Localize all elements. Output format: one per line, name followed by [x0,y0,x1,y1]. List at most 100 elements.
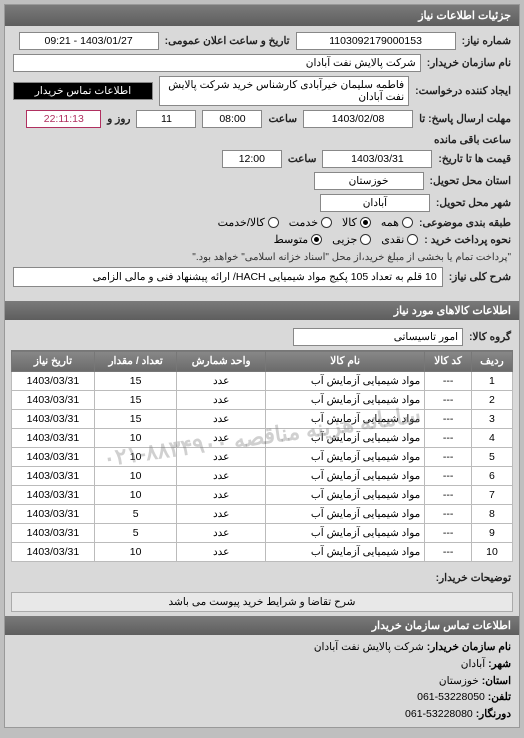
pay-medium[interactable]: متوسط [274,233,323,246]
cell-unit: عدد [177,524,266,543]
cell-qty: 5 [94,524,176,543]
contact-org-label: نام سازمان خریدار: [427,641,511,653]
table-row: 9---مواد شیمیایی آزمایش آبعدد51403/03/31 [12,524,513,543]
group-label: گروه کالا: [469,331,511,343]
cat-all[interactable]: همه [381,216,413,229]
cell-qty: 10 [94,448,176,467]
table-row: 10---مواد شیمیایی آزمایش آبعدد101403/03/… [12,543,513,562]
pay-cash-label: نقدی [381,233,404,246]
cell-date: 1403/03/31 [12,410,95,429]
col-row: ردیف [471,351,512,372]
cell-unit: عدد [177,486,266,505]
cell-n: 2 [471,391,512,410]
cat-credit-label: کالا/خدمت [218,216,265,229]
cell-date: 1403/03/31 [12,467,95,486]
col-code: کد کالا [425,351,472,372]
city-field: آبادان [320,194,430,212]
cell-name: مواد شیمیایی آزمایش آب [265,391,424,410]
cell-unit: عدد [177,543,266,562]
contact-tel-label: تلفن: [488,691,511,703]
buyer-notes-text: شرح تقاضا و شرایط خرید پیوست می باشد [11,592,513,612]
col-name: نام کالا [265,351,424,372]
cell-name: مواد شیمیایی آزمایش آب [265,505,424,524]
pay-partial-label: جزیی [332,233,357,246]
table-row: 7---مواد شیمیایی آزمایش آبعدد101403/03/3… [12,486,513,505]
table-row: 1---مواد شیمیایی آزمایش آبعدد151403/03/3… [12,372,513,391]
panel-title: جزئیات اطلاعات نیاز [5,5,519,26]
buyer-notes-label: توضیحات خریدار: [436,572,511,584]
pay-cash[interactable]: نقدی [381,233,418,246]
contact-header: اطلاعات تماس سازمان خریدار [5,616,519,635]
cell-qty: 10 [94,543,176,562]
cell-name: مواد شیمیایی آزمایش آب [265,448,424,467]
cell-n: 7 [471,486,512,505]
pay-medium-label: متوسط [274,233,309,246]
requester-label: ایجاد کننده درخواست: [415,85,511,97]
table-row: 5---مواد شیمیایی آزمایش آبعدد101403/03/3… [12,448,513,467]
cell-code: --- [425,467,472,486]
cell-qty: 15 [94,391,176,410]
cell-unit: عدد [177,372,266,391]
cat-goods[interactable]: کالا [342,216,371,229]
cell-date: 1403/03/31 [12,505,95,524]
cell-name: مواد شیمیایی آزمایش آب [265,543,424,562]
cell-name: مواد شیمیایی آزمایش آب [265,486,424,505]
price-until-date: 1403/03/31 [322,150,432,168]
table-row: 4---مواد شیمیایی آزمایش آبعدد101403/03/3… [12,429,513,448]
cell-date: 1403/03/31 [12,391,95,410]
announce-field: 1403/01/27 - 09:21 [19,32,159,50]
cell-code: --- [425,410,472,429]
cell-code: --- [425,543,472,562]
cell-qty: 5 [94,505,176,524]
cat-service-label: خدمت [289,216,318,229]
time-remain-suffix: ساعت باقی مانده [434,134,511,146]
cell-code: --- [425,448,472,467]
cell-date: 1403/03/31 [12,448,95,467]
cell-code: --- [425,524,472,543]
cell-name: مواد شیمیایی آزمایش آب [265,524,424,543]
table-row: 6---مواد شیمیایی آزمایش آبعدد101403/03/3… [12,467,513,486]
contact-city: آبادان [461,658,485,670]
cell-qty: 10 [94,429,176,448]
col-unit: واحد شمارش [177,351,266,372]
cell-qty: 15 [94,410,176,429]
cell-date: 1403/03/31 [12,429,95,448]
cat-radio-group: همه کالا خدمت کالا/خدمت [218,216,413,229]
deadline-send-date: 1403/02/08 [303,110,413,128]
contact-body: نام سازمان خریدار: شرکت پالایش نفت آبادا… [5,635,519,727]
price-until-time: 12:00 [222,150,282,168]
cell-date: 1403/03/31 [12,543,95,562]
cat-service[interactable]: خدمت [289,216,332,229]
deadline-send-time: 08:00 [202,110,262,128]
pay-label: نحوه پرداخت خرید : [424,234,511,246]
cell-code: --- [425,505,472,524]
cell-unit: عدد [177,467,266,486]
table-row: 2---مواد شیمیایی آزمایش آبعدد151403/03/3… [12,391,513,410]
cat-credit[interactable]: کالا/خدمت [218,216,279,229]
cell-name: مواد شیمیایی آزمایش آب [265,410,424,429]
cell-n: 6 [471,467,512,486]
goods-table-wrap: سامانه هزینه مناقصه ۸۸۳۴۹۰۰-۰۲۱ ردیف کد … [5,350,519,568]
time-remain: 22:11:13 [26,110,101,128]
cell-unit: عدد [177,448,266,467]
goods-table: ردیف کد کالا نام کالا واحد شمارش تعداد /… [11,350,513,562]
pay-partial[interactable]: جزیی [332,233,371,246]
main-panel: جزئیات اطلاعات نیاز شماره نیاز: 11030921… [4,4,520,728]
days-remain-label: روز و [107,113,130,125]
cell-unit: عدد [177,391,266,410]
cat-label: طبقه بندی موضوعی: [419,217,511,229]
cell-n: 8 [471,505,512,524]
buyer-contact-button[interactable]: اطلاعات تماس خریدار [13,82,153,100]
cell-name: مواد شیمیایی آزمایش آب [265,429,424,448]
contact-fax: 53228080-061 [405,708,473,720]
cell-date: 1403/03/31 [12,524,95,543]
req-no-label: شماره نیاز: [462,35,511,47]
form-area: شماره نیاز: 1103092179000153 تاریخ و ساع… [5,26,519,297]
province-field: خوزستان [314,172,424,190]
cell-code: --- [425,486,472,505]
buyer-name-field: شرکت پالایش نفت آبادان [13,54,421,72]
cell-code: --- [425,391,472,410]
goods-header: اطلاعات کالاهای مورد نیاز [5,301,519,320]
cell-qty: 10 [94,486,176,505]
contact-city-label: شهر: [488,658,511,670]
